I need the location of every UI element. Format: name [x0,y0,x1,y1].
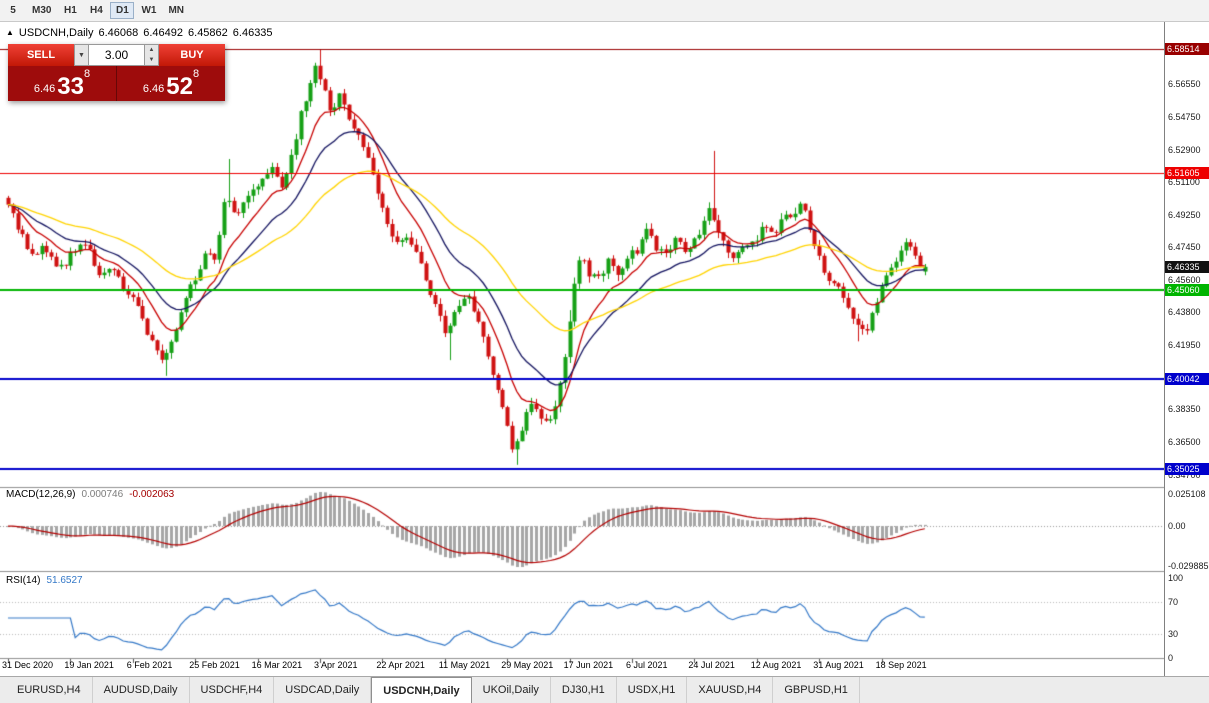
rsi-axis-100: 100 [1168,573,1184,583]
price-axis[interactable]: 6.56550 6.54750 6.52900 6.51100 6.49250 6.474… [1164,22,1209,676]
symbol-tabbar: EURUSD,H4 AUDUSD,Daily USDCHF,H4 USDCAD,Dai… [0,676,1209,703]
volume-input[interactable] [89,44,145,66]
rsi-label: RSI(14) 51.6527 [6,575,89,586]
price-tick: 6.41950 [1168,340,1201,351]
rsi-value: 51.6527 [46,575,83,586]
rsi-axis-70: 70 [1168,597,1179,607]
date-label: 31 Dec 2020 [2,660,54,670]
price-tick: 6.52900 [1168,144,1201,155]
ohlc-low: 6.45862 [188,27,228,39]
date-axis[interactable]: 31 Dec 2020 19 Jan 2021 6 Feb 2021 25 Feb 2… [0,660,1164,676]
timeframe-h1[interactable]: H1 [64,5,77,16]
volume-dropdown-button[interactable]: ▼ [74,44,89,66]
symbol-label: USDCNH,Daily [18,27,94,39]
ohlc-close: 6.46335 [232,27,273,39]
price-tick: 6.43800 [1168,307,1201,318]
timeframe-5[interactable]: 5 [10,5,16,16]
date-label: 29 May 2021 [501,660,554,670]
price-tick: 6.38350 [1168,404,1201,415]
macd-axis-bottom: -0.029885 [1168,561,1209,571]
date-label: 22 Apr 2021 [376,660,425,670]
date-label: 6 Jul 2021 [626,660,668,670]
timeframe-m30[interactable]: M30 [32,5,52,16]
main-chart-canvas[interactable] [0,22,1164,676]
price-tick: 6.51100 [1168,176,1200,187]
collapse-panel-icon[interactable]: ▲ [6,28,14,37]
tab-usdx-h1[interactable]: USDX,H1 [617,677,688,703]
price-divider [116,66,117,101]
macd-main-value: 0.000746 [81,489,124,500]
buy-price-superscript: 8 [193,68,200,80]
date-label: 31 Aug 2021 [813,660,864,670]
price-tick: 6.45600 [1168,274,1201,285]
macd-signal-value: -0.002063 [129,489,175,500]
volume-spinner: ▲ ▼ [145,44,159,66]
price-badge-6.35025: 6.35025 [1165,462,1209,475]
date-label: 18 Sep 2021 [875,660,927,670]
price-tick: 6.47450 [1168,241,1201,252]
sell-button[interactable]: SELL [8,44,74,66]
price-tick: 6.49250 [1168,209,1201,220]
buy-price-big: 52 [166,72,193,100]
ohlc-open: 6.46068 [98,27,139,39]
sell-price-prefix: 6.46 [33,83,56,95]
price-badge-6.58514: 6.58514 [1165,43,1209,56]
date-label: 19 Jan 2021 [64,660,114,670]
date-label: 3 Apr 2021 [314,660,358,670]
macd-axis-top: 0.025108 [1168,489,1206,499]
date-label: 17 Jun 2021 [563,660,614,670]
price-tick: 6.36500 [1168,437,1201,448]
date-label: 24 Jul 2021 [688,660,735,670]
rsi-name: RSI(14) [6,575,41,586]
ohlc-high: 6.46492 [143,27,184,39]
timeframe-mn[interactable]: MN [168,5,185,16]
price-tick: 6.56550 [1168,79,1201,90]
rsi-axis-30: 30 [1168,629,1179,639]
tab-usdcad-daily[interactable]: USDCAD,Daily [274,677,372,703]
one-click-trading-panel: SELL ▼ ▲ ▼ BUY 6.46 33 8 6.46 52 8 [8,44,225,101]
timeframe-w1[interactable]: W1 [141,5,157,16]
volume-increase-button[interactable]: ▲ [145,45,158,55]
tab-usdchf-h4[interactable]: USDCHF,H4 [190,677,275,703]
tab-usdcnh-daily[interactable]: USDCNH,Daily [371,677,472,703]
date-label: 12 Aug 2021 [750,660,802,670]
price-badge-6.45060: 6.45060 [1165,283,1209,296]
price-badge-6.46335: 6.46335 [1165,260,1209,273]
volume-decrease-button[interactable]: ▼ [145,55,158,65]
buy-price[interactable]: 6.46 52 8 [117,66,225,101]
date-label: 11 May 2021 [438,660,491,670]
rsi-axis-0: 0 [1168,653,1174,663]
tab-ukoil-daily[interactable]: UKOil,Daily [472,677,551,703]
price-badge-6.51605: 6.51605 [1165,166,1209,179]
tab-dj30-h1[interactable]: DJ30,H1 [551,677,617,703]
sell-price-big: 33 [57,72,84,100]
tab-audusd-daily[interactable]: AUDUSD,Daily [93,677,190,703]
tab-eurusd-h4[interactable]: EURUSD,H4 [6,677,93,703]
macd-name: MACD(12,26,9) [6,489,76,500]
macd-label: MACD(12,26,9) 0.000746 -0.002063 [6,489,180,500]
date-label: 16 Mar 2021 [251,660,303,670]
timeframe-h4[interactable]: H4 [90,5,103,16]
chart-header: ▲ USDCNH,Daily 6.46068 6.46492 6.45862 6.4633… [6,27,278,39]
buy-button[interactable]: BUY [159,44,225,66]
price-tick: 6.54750 [1168,111,1201,122]
date-label: 6 Feb 2021 [126,660,173,670]
tab-gbpusd-h1[interactable]: GBPUSD,H1 [773,677,860,703]
timeframe-d1[interactable]: D1 [110,2,135,19]
tab-xauusd-h4[interactable]: XAUUSD,H4 [687,677,774,703]
macd-axis-zero: 0.00 [1168,521,1186,532]
timeframe-toolbar: 5 M30 H1 H4 D1 W1 MN [0,0,1209,22]
sell-price-superscript: 8 [84,68,91,80]
price-badge-6.40042: 6.40042 [1165,373,1209,386]
date-label: 25 Feb 2021 [189,660,240,670]
sell-price[interactable]: 6.46 33 8 [8,66,116,101]
buy-price-prefix: 6.46 [142,83,165,95]
